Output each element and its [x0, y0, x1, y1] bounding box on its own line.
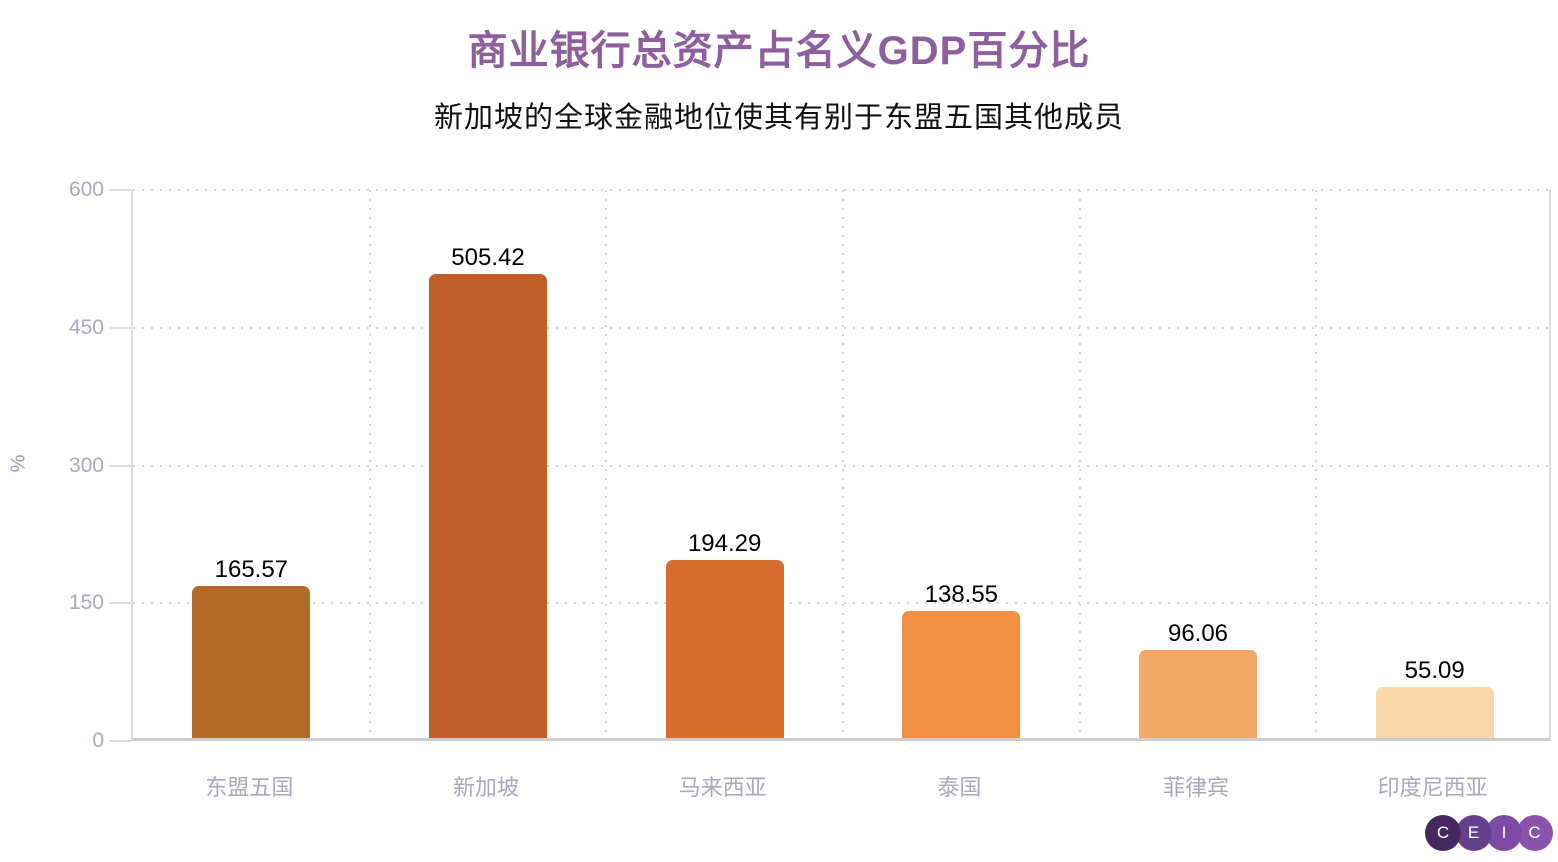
- x-category-label: 泰国: [937, 775, 982, 800]
- bar-value-label: 165.57: [214, 555, 289, 583]
- gridline-horizontal: [133, 464, 1549, 467]
- gridline-vertical: [605, 190, 608, 738]
- y-tick-mark: [109, 189, 131, 191]
- logo-letter: C: [1436, 823, 1450, 842]
- bar: 96.06: [1139, 620, 1257, 738]
- y-tick-label: 450: [68, 315, 104, 339]
- x-category-label: 新加坡: [452, 775, 520, 800]
- y-tick-mark: [109, 740, 131, 742]
- gridline-horizontal: [133, 602, 1549, 605]
- logo-letter: C: [1528, 823, 1541, 842]
- bar-value-label: 55.09: [1404, 657, 1465, 685]
- logo-circle: [1486, 815, 1522, 851]
- bar: 165.57: [192, 556, 311, 738]
- logo-circle: [1455, 815, 1492, 851]
- gridline-horizontal: [133, 326, 1549, 329]
- y-tick-label: 150: [68, 591, 104, 615]
- logo-circle: [1516, 815, 1553, 851]
- y-tick-mark: [109, 326, 131, 329]
- bar-value-label: 505.42: [451, 243, 525, 271]
- gridline-horizontal: [133, 189, 1549, 191]
- gridline-vertical: [1078, 190, 1081, 738]
- chart-subtitle: 新加坡的全球金融地位使其有别于东盟五国其他成员: [433, 102, 1124, 134]
- bar-value-label: 194.29: [687, 529, 762, 557]
- plot-area: 165.57 505.42 194.29 138.55 96.06 55.09: [131, 189, 1551, 741]
- gridline-vertical: [842, 190, 844, 738]
- bar-value-label: 138.55: [924, 580, 999, 608]
- x-category-label: 菲律宾: [1162, 775, 1230, 800]
- y-tick-mark: [109, 464, 131, 467]
- logo-circle: [1425, 815, 1461, 851]
- x-category-label: 马来西亚: [678, 775, 767, 800]
- y-tick-label: 300: [68, 453, 104, 477]
- chart-title: 商业银行总资产占名义GDP百分比: [467, 29, 1091, 73]
- y-tick-mark: [109, 602, 131, 605]
- gridline-vertical: [368, 190, 371, 738]
- bar: 138.55: [902, 581, 1021, 738]
- logo-letter: E: [1467, 823, 1480, 842]
- bar-value-label: 96.06: [1167, 619, 1229, 647]
- logo-letter: I: [1501, 823, 1507, 842]
- gridline-vertical: [1315, 190, 1318, 738]
- bar: 55.09: [1375, 657, 1494, 738]
- x-category-label: 东盟五国: [205, 775, 294, 800]
- bar: 505.42: [429, 244, 547, 738]
- y-tick-label: 0: [92, 729, 104, 752]
- x-category-label: 印度尼西亚: [1377, 775, 1488, 800]
- y-tick-label: 600: [68, 178, 104, 201]
- bar: 194.29: [665, 530, 784, 738]
